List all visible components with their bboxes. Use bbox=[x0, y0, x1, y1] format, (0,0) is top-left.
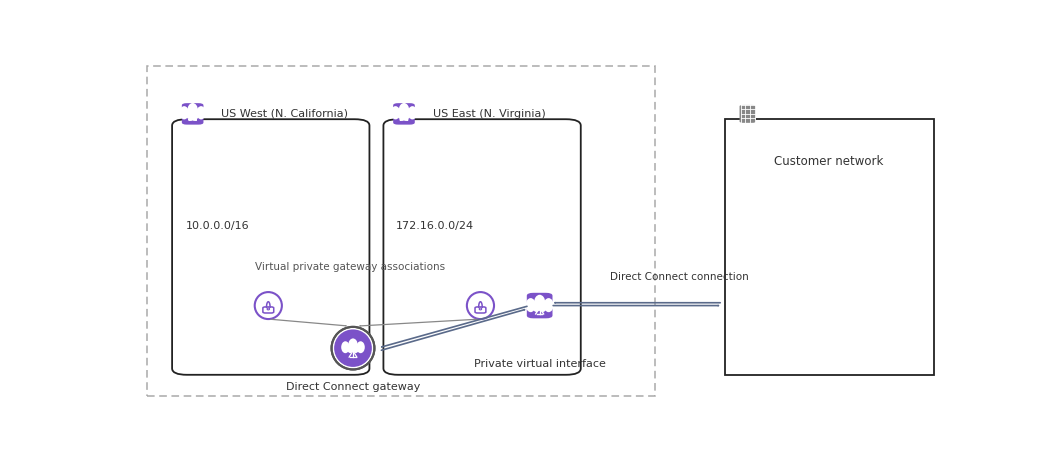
Text: Direct Connect connection: Direct Connect connection bbox=[610, 272, 749, 282]
Bar bbox=[147, 66, 655, 396]
Ellipse shape bbox=[480, 308, 482, 310]
Ellipse shape bbox=[403, 109, 411, 119]
Text: Customer network: Customer network bbox=[775, 155, 884, 168]
Ellipse shape bbox=[539, 301, 546, 312]
Ellipse shape bbox=[196, 106, 206, 119]
Ellipse shape bbox=[397, 109, 404, 119]
Ellipse shape bbox=[255, 292, 282, 319]
Text: Virtual private gateway associations: Virtual private gateway associations bbox=[256, 261, 446, 272]
Ellipse shape bbox=[342, 341, 349, 353]
Ellipse shape bbox=[534, 295, 545, 311]
Text: Direct Connect gateway: Direct Connect gateway bbox=[285, 382, 420, 392]
Ellipse shape bbox=[179, 106, 189, 119]
Ellipse shape bbox=[334, 330, 371, 367]
Ellipse shape bbox=[186, 109, 193, 119]
Ellipse shape bbox=[348, 338, 358, 352]
Ellipse shape bbox=[533, 301, 540, 312]
Ellipse shape bbox=[347, 343, 353, 353]
FancyBboxPatch shape bbox=[475, 307, 486, 313]
Bar bbox=[188, 112, 198, 115]
Ellipse shape bbox=[267, 308, 269, 310]
FancyBboxPatch shape bbox=[527, 293, 553, 319]
Ellipse shape bbox=[390, 106, 400, 119]
Bar bbox=[399, 112, 410, 115]
Ellipse shape bbox=[188, 103, 198, 118]
Text: 10.0.0.0/16: 10.0.0.0/16 bbox=[186, 221, 249, 230]
Text: Private virtual interface: Private virtual interface bbox=[473, 359, 606, 369]
Ellipse shape bbox=[331, 327, 375, 369]
Text: US East (N. Virginia): US East (N. Virginia) bbox=[433, 109, 545, 119]
Ellipse shape bbox=[356, 341, 365, 353]
FancyBboxPatch shape bbox=[263, 307, 274, 313]
Ellipse shape bbox=[407, 106, 417, 119]
Ellipse shape bbox=[399, 103, 410, 118]
FancyBboxPatch shape bbox=[181, 103, 204, 124]
Ellipse shape bbox=[467, 292, 494, 319]
Text: US West (N. California): US West (N. California) bbox=[222, 109, 348, 119]
Ellipse shape bbox=[543, 298, 554, 312]
Ellipse shape bbox=[352, 343, 359, 353]
Bar bbox=[348, 346, 358, 349]
Bar bbox=[534, 304, 545, 307]
Ellipse shape bbox=[192, 109, 199, 119]
FancyBboxPatch shape bbox=[383, 119, 580, 375]
FancyBboxPatch shape bbox=[172, 119, 369, 375]
Text: 172.16.0.0/24: 172.16.0.0/24 bbox=[396, 221, 474, 230]
Bar bbox=[725, 119, 935, 375]
Ellipse shape bbox=[525, 298, 536, 312]
FancyBboxPatch shape bbox=[740, 105, 755, 123]
FancyBboxPatch shape bbox=[394, 103, 415, 124]
